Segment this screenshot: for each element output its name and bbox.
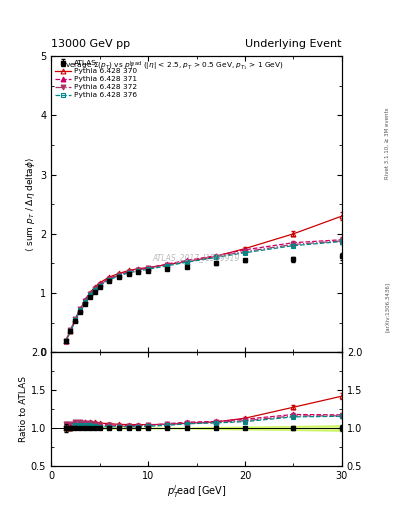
Text: Average $\Sigma(p_T)$ vs $p_T^{\mathrm{lead}}$ ($|\eta|$ < 2.5, $p_T$ > 0.5 GeV,: Average $\Sigma(p_T)$ vs $p_T^{\mathrm{l… — [60, 59, 283, 73]
Pythia 6.428 370 — [78, 307, 83, 313]
Pythia 6.428 370 — [92, 284, 97, 290]
Pythia 6.428 371 — [126, 269, 131, 275]
Pythia 6.428 372 — [83, 297, 87, 304]
Y-axis label: Ratio to ATLAS: Ratio to ATLAS — [19, 376, 28, 442]
Pythia 6.428 376 — [107, 277, 112, 283]
Pythia 6.428 372 — [165, 262, 170, 268]
Pythia 6.428 371 — [242, 247, 247, 253]
Pythia 6.428 371 — [88, 290, 92, 296]
Pythia 6.428 376 — [97, 283, 102, 289]
Pythia 6.428 370 — [68, 328, 73, 334]
Pythia 6.428 372 — [213, 254, 218, 260]
Pythia 6.428 376 — [136, 268, 141, 274]
Line: Pythia 6.428 370: Pythia 6.428 370 — [63, 214, 344, 344]
Pythia 6.428 372 — [73, 316, 78, 322]
Pythia 6.428 376 — [291, 243, 296, 249]
Pythia 6.428 376 — [73, 317, 78, 323]
Pythia 6.428 376 — [63, 338, 68, 345]
Pythia 6.428 370 — [63, 338, 68, 345]
Pythia 6.428 371 — [92, 285, 97, 291]
Pythia 6.428 371 — [213, 252, 218, 259]
Pythia 6.428 370 — [165, 262, 170, 268]
Pythia 6.428 370 — [146, 265, 151, 271]
Pythia 6.428 371 — [78, 306, 83, 312]
Pythia 6.428 376 — [117, 273, 121, 279]
Pythia 6.428 370 — [126, 267, 131, 273]
Pythia 6.428 372 — [92, 286, 97, 292]
Pythia 6.428 371 — [146, 265, 151, 271]
Pythia 6.428 376 — [184, 259, 189, 265]
Pythia 6.428 372 — [340, 238, 344, 244]
Pythia 6.428 370 — [291, 231, 296, 237]
Pythia 6.428 370 — [107, 274, 112, 280]
Pythia 6.428 370 — [88, 290, 92, 296]
Pythia 6.428 376 — [68, 328, 73, 334]
Pythia 6.428 376 — [340, 239, 344, 245]
Pythia 6.428 370 — [73, 317, 78, 323]
Pythia 6.428 376 — [83, 299, 87, 305]
Pythia 6.428 376 — [146, 266, 151, 272]
Line: Pythia 6.428 376: Pythia 6.428 376 — [64, 240, 344, 344]
Pythia 6.428 370 — [83, 297, 87, 303]
X-axis label: $p_T^l\!$ead [GeV]: $p_T^l\!$ead [GeV] — [167, 483, 226, 500]
Pythia 6.428 372 — [78, 306, 83, 312]
Text: ATLAS_2017_I1509919: ATLAS_2017_I1509919 — [153, 253, 240, 262]
Pythia 6.428 372 — [88, 290, 92, 296]
Pythia 6.428 371 — [63, 338, 68, 344]
Pythia 6.428 370 — [213, 253, 218, 260]
Pythia 6.428 370 — [117, 270, 121, 276]
Pythia 6.428 372 — [107, 275, 112, 282]
Pythia 6.428 376 — [88, 292, 92, 298]
Pythia 6.428 370 — [184, 259, 189, 265]
Pythia 6.428 372 — [68, 327, 73, 333]
Pythia 6.428 371 — [184, 258, 189, 264]
Pythia 6.428 376 — [213, 254, 218, 261]
Pythia 6.428 371 — [68, 327, 73, 333]
Pythia 6.428 371 — [165, 261, 170, 267]
Line: Pythia 6.428 372: Pythia 6.428 372 — [63, 239, 344, 344]
Pythia 6.428 370 — [97, 280, 102, 286]
Pythia 6.428 372 — [126, 269, 131, 275]
Pythia 6.428 371 — [83, 297, 87, 303]
Pythia 6.428 371 — [291, 240, 296, 246]
Pythia 6.428 376 — [165, 263, 170, 269]
Pythia 6.428 371 — [73, 316, 78, 322]
Pythia 6.428 370 — [340, 213, 344, 219]
Pythia 6.428 372 — [291, 241, 296, 247]
Pythia 6.428 372 — [63, 338, 68, 344]
Text: Underlying Event: Underlying Event — [245, 38, 342, 49]
Y-axis label: $\langle$ sum $p_T$ / $\Delta\eta$ delta$\phi\rangle$: $\langle$ sum $p_T$ / $\Delta\eta$ delta… — [24, 157, 37, 252]
Pythia 6.428 371 — [97, 281, 102, 287]
Line: Pythia 6.428 371: Pythia 6.428 371 — [63, 237, 344, 344]
Pythia 6.428 372 — [97, 282, 102, 288]
Pythia 6.428 371 — [136, 266, 141, 272]
Pythia 6.428 372 — [184, 259, 189, 265]
Text: [arXiv:1306.3436]: [arXiv:1306.3436] — [385, 282, 389, 332]
Pythia 6.428 376 — [126, 270, 131, 276]
Text: Rivet 3.1.10, ≥ 3M events: Rivet 3.1.10, ≥ 3M events — [385, 108, 389, 179]
Pythia 6.428 371 — [107, 275, 112, 281]
Pythia 6.428 372 — [136, 267, 141, 273]
Pythia 6.428 371 — [117, 271, 121, 278]
Pythia 6.428 376 — [242, 250, 247, 256]
Text: 13000 GeV pp: 13000 GeV pp — [51, 38, 130, 49]
Pythia 6.428 372 — [242, 248, 247, 254]
Pythia 6.428 376 — [92, 287, 97, 293]
Pythia 6.428 372 — [117, 272, 121, 279]
Pythia 6.428 370 — [136, 266, 141, 272]
Pythia 6.428 372 — [146, 265, 151, 271]
Pythia 6.428 370 — [242, 246, 247, 252]
Pythia 6.428 376 — [78, 307, 83, 313]
Pythia 6.428 371 — [340, 237, 344, 243]
Legend: ATLAS, Pythia 6.428 370, Pythia 6.428 371, Pythia 6.428 372, Pythia 6.428 376: ATLAS, Pythia 6.428 370, Pythia 6.428 37… — [53, 58, 138, 100]
